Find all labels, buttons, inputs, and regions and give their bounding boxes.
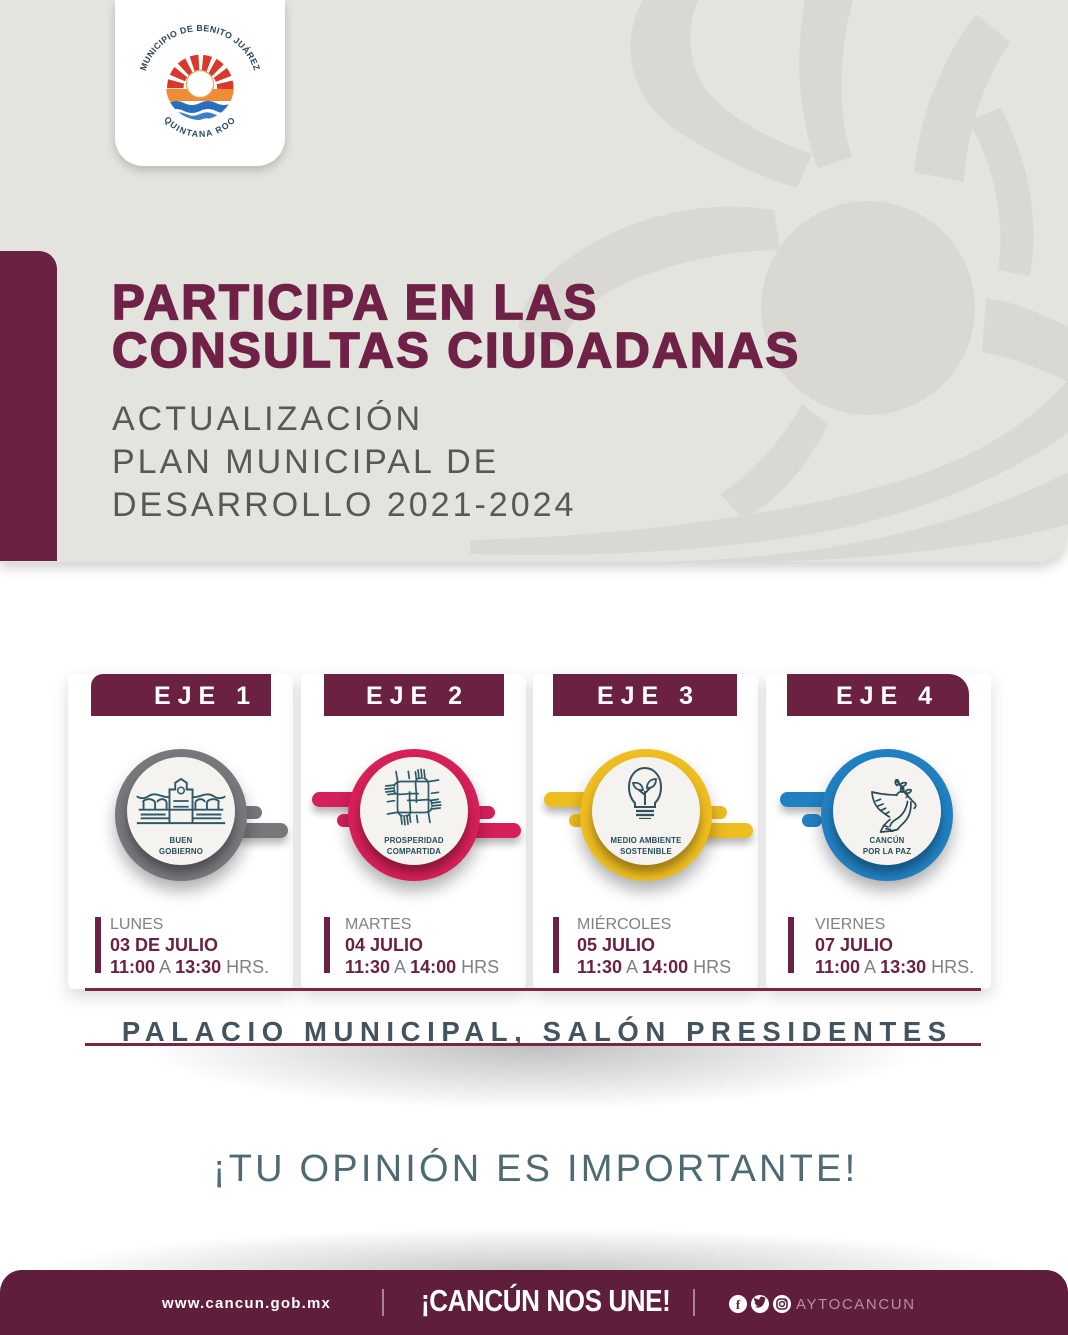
svg-text:f: f [736,1297,741,1312]
svg-text:MUNICIPIO DE BENITO JUÁREZ: MUNICIPIO DE BENITO JUÁREZ [138,23,262,72]
